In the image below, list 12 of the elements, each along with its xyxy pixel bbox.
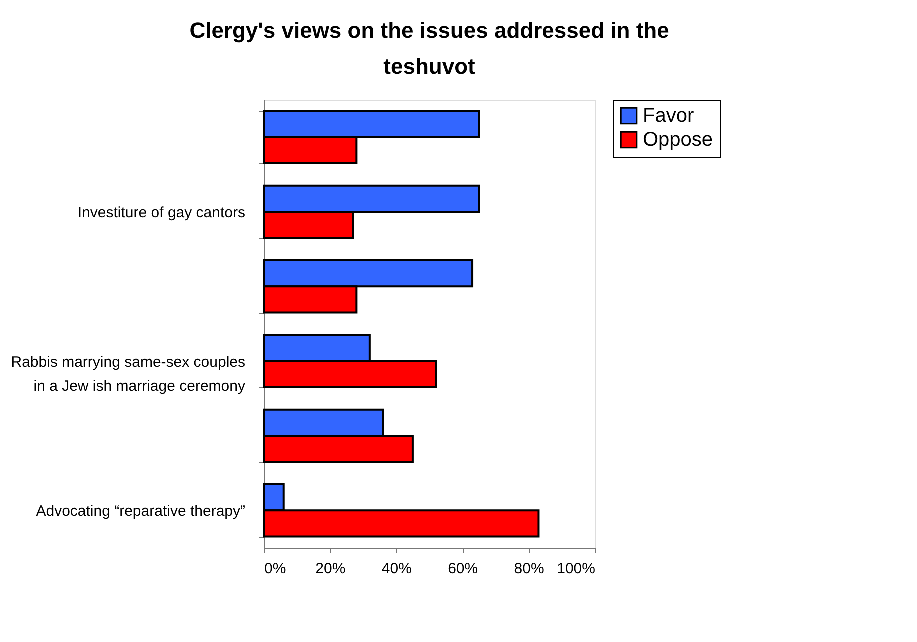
legend-label: Oppose	[643, 129, 714, 151]
x-tick-label: 60%	[448, 560, 478, 578]
legend-label: Favor	[643, 105, 694, 127]
x-tick-label: 0%	[264, 560, 286, 578]
y-tick-label: Rabbis marrying same-sex couples in a Jew ish marriage ceremony	[11, 354, 246, 395]
chart-title: Clergy's views on the issues addressed in the teshuvot	[190, 18, 670, 79]
x-tick-label: 100%	[557, 560, 596, 578]
y-tick-label: Advocating “reparative therapy”	[36, 503, 246, 520]
x-tick-label: 20%	[316, 560, 346, 578]
y-tick-label: Investiture of gay cantors	[78, 204, 246, 222]
x-tick-label: 40%	[382, 560, 412, 578]
x-tick-label: 80%	[514, 560, 544, 578]
